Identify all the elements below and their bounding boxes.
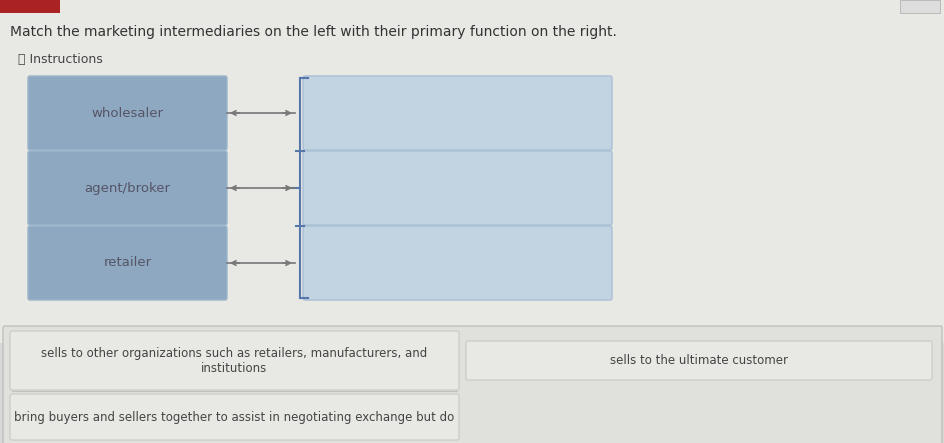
FancyBboxPatch shape xyxy=(303,226,612,300)
FancyBboxPatch shape xyxy=(10,394,459,440)
FancyBboxPatch shape xyxy=(0,0,59,13)
FancyBboxPatch shape xyxy=(0,0,944,343)
FancyBboxPatch shape xyxy=(28,76,227,150)
Text: ⓘ Instructions: ⓘ Instructions xyxy=(18,53,103,66)
Text: sells to other organizations such as retailers, manufacturers, and
institutions: sells to other organizations such as ret… xyxy=(42,346,428,374)
Text: Match the marketing intermediaries on the left with their primary function on th: Match the marketing intermediaries on th… xyxy=(10,25,616,39)
Text: agent/broker: agent/broker xyxy=(84,182,170,194)
Text: retailer: retailer xyxy=(103,256,151,269)
FancyBboxPatch shape xyxy=(303,151,612,225)
FancyBboxPatch shape xyxy=(28,151,227,225)
FancyBboxPatch shape xyxy=(28,226,227,300)
FancyBboxPatch shape xyxy=(899,0,939,13)
Text: sells to the ultimate customer: sells to the ultimate customer xyxy=(610,354,787,367)
Text: wholesaler: wholesaler xyxy=(92,106,163,120)
FancyBboxPatch shape xyxy=(3,326,941,443)
FancyBboxPatch shape xyxy=(10,331,459,390)
FancyBboxPatch shape xyxy=(465,341,931,380)
FancyBboxPatch shape xyxy=(303,76,612,150)
Text: bring buyers and sellers together to assist in negotiating exchange but do: bring buyers and sellers together to ass… xyxy=(14,411,454,424)
